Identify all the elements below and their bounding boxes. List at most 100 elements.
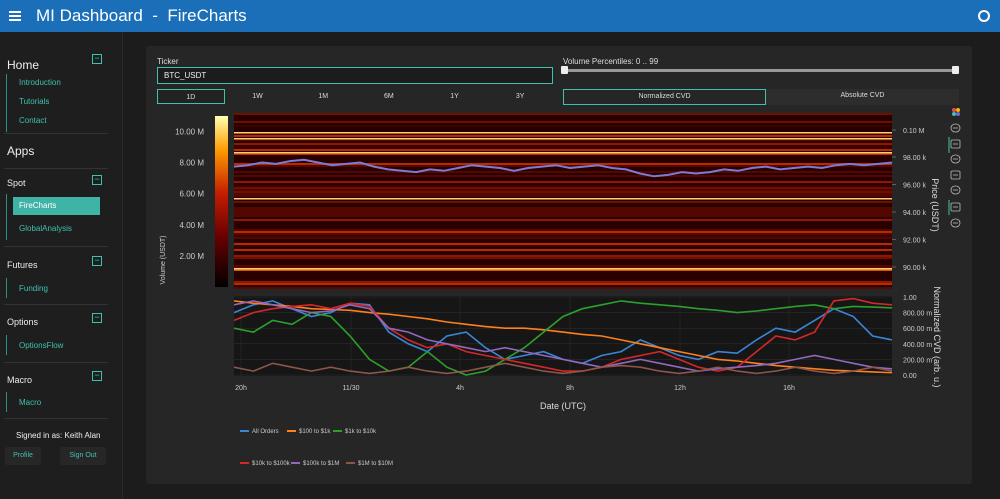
menu-icon[interactable] bbox=[9, 11, 21, 21]
timeframe-3y[interactable]: 3Y bbox=[515, 93, 525, 100]
sidebar: Home − Introduction Tutorials Contact Ap… bbox=[0, 32, 123, 499]
collapse-futures-button[interactable]: − bbox=[92, 256, 102, 266]
price-tick-label: 94.00 k bbox=[903, 210, 926, 217]
absolute-cvd-button[interactable]: Absolute CVD bbox=[766, 89, 959, 105]
legend-label: All Orders bbox=[252, 429, 279, 435]
legend-item[interactable]: $1M to $10M bbox=[346, 461, 393, 467]
sign-out-button[interactable]: Sign Out bbox=[60, 447, 106, 465]
heatmap-band bbox=[234, 211, 892, 213]
cvd-series-line-5 bbox=[234, 362, 892, 375]
pan-icon[interactable] bbox=[950, 123, 961, 133]
heatmap-band bbox=[234, 175, 892, 177]
nav-tutorials[interactable]: Tutorials bbox=[19, 97, 50, 106]
collapse-spot-button[interactable]: − bbox=[92, 175, 102, 185]
x-tick-label: 16h bbox=[783, 385, 795, 392]
legend-item[interactable]: $1k to $10k bbox=[333, 429, 377, 435]
collapse-macro-button[interactable]: − bbox=[92, 371, 102, 381]
section-spot-title: Spot bbox=[7, 178, 26, 188]
user-circle-icon[interactable] bbox=[978, 10, 990, 22]
nav-macro[interactable]: Macro bbox=[19, 398, 42, 407]
x-tick-label: 11/30 bbox=[343, 385, 360, 392]
colorbar-label: Volume (USDT) bbox=[160, 235, 167, 284]
heatmap-band bbox=[234, 183, 892, 185]
camera-icon[interactable] bbox=[950, 185, 961, 195]
modebar-glyph bbox=[950, 218, 961, 228]
heatmap-band bbox=[234, 271, 892, 273]
futures-links: Funding bbox=[6, 278, 48, 298]
heatmap-band bbox=[234, 191, 892, 193]
heatmap-band bbox=[234, 217, 892, 219]
price-tick-label: 90.00 k bbox=[903, 265, 926, 272]
box-select-icon[interactable] bbox=[950, 154, 961, 164]
reset-icon[interactable] bbox=[950, 218, 961, 228]
plotly-logo-icon[interactable] bbox=[952, 108, 960, 116]
hover-icon[interactable] bbox=[950, 202, 961, 212]
nav-optionsflow[interactable]: OptionsFlow bbox=[19, 341, 64, 350]
heatmap-band bbox=[234, 263, 892, 265]
divider bbox=[4, 133, 108, 134]
ticker-input[interactable]: BTC_USDT bbox=[157, 67, 553, 84]
timeframe-6m[interactable]: 6M bbox=[383, 93, 394, 100]
price-tick-label: 0.10 M bbox=[903, 128, 925, 135]
heatmap-band bbox=[234, 155, 892, 157]
heatmap-band bbox=[234, 259, 892, 261]
heatmap-band bbox=[234, 117, 892, 119]
heatmap-band bbox=[234, 139, 892, 141]
cvd-series-line-3 bbox=[234, 297, 892, 372]
modebar-glyph bbox=[950, 139, 961, 149]
cvd-tick-label: 800.00 m bbox=[903, 311, 932, 318]
heatmap-band bbox=[234, 265, 892, 267]
price-tick-label: 98.00 k bbox=[903, 155, 926, 162]
modebar-glyph bbox=[950, 123, 961, 133]
legend-item[interactable]: $10k to $100k bbox=[240, 461, 291, 467]
signed-in-text: Signed in as: Keith Alan bbox=[16, 431, 101, 440]
x-tick-label: 12h bbox=[674, 385, 686, 392]
profile-button[interactable]: Profile bbox=[5, 447, 41, 465]
timeframe-1y[interactable]: 1Y bbox=[450, 93, 459, 100]
heatmap-band bbox=[234, 187, 892, 189]
heatmap-band bbox=[234, 159, 892, 161]
zoom-icon[interactable] bbox=[950, 139, 961, 149]
heatmap-liquidity-level bbox=[234, 268, 892, 270]
collapse-home-button[interactable]: − bbox=[92, 54, 102, 64]
legend-item[interactable]: $100k to $1M bbox=[291, 461, 339, 467]
normalized-cvd-button[interactable]: Normalized CVD bbox=[563, 89, 766, 105]
autoscale-icon[interactable] bbox=[950, 170, 961, 180]
legend-label: $100 to $1k bbox=[299, 429, 331, 435]
heatmap-band bbox=[234, 251, 892, 253]
legend-item[interactable]: All Orders bbox=[240, 429, 279, 435]
heatmap-band bbox=[234, 221, 892, 223]
divider bbox=[4, 304, 108, 305]
heatmap-band bbox=[234, 281, 892, 283]
collapse-options-button[interactable]: − bbox=[92, 313, 102, 323]
heatmap-band bbox=[234, 129, 892, 131]
legend-item[interactable]: $100 to $1k bbox=[287, 429, 331, 435]
percentile-slider-track[interactable] bbox=[565, 69, 956, 72]
cvd-axis-label: Normalized CVD (arb. u.) bbox=[932, 286, 942, 387]
nav-introduction[interactable]: Introduction bbox=[19, 78, 61, 87]
nav-contact[interactable]: Contact bbox=[19, 116, 47, 125]
heatmap-band bbox=[234, 243, 892, 245]
heatmap-band bbox=[234, 225, 892, 227]
percentile-slider-min-handle[interactable] bbox=[561, 66, 568, 74]
price-tick-label: 96.00 k bbox=[903, 183, 926, 190]
nav-globalanalysis[interactable]: GlobalAnalysis bbox=[19, 224, 72, 233]
heatmap-band bbox=[234, 157, 892, 159]
macro-links: Macro bbox=[6, 392, 41, 412]
heatmap-band bbox=[234, 123, 892, 125]
nav-firecharts[interactable]: FireCharts bbox=[13, 197, 100, 215]
cvd-series-line-2 bbox=[234, 300, 892, 376]
percentile-slider-max-handle[interactable] bbox=[952, 66, 959, 74]
timeframe-1d[interactable]: 1D bbox=[157, 89, 225, 104]
nav-funding[interactable]: Funding bbox=[19, 284, 48, 293]
plotly-logo-dot bbox=[952, 112, 956, 116]
heatmap-band bbox=[234, 119, 892, 121]
timeframe-1m[interactable]: 1M bbox=[318, 93, 329, 100]
timeframe-1w[interactable]: 1W bbox=[252, 93, 263, 100]
heatmap-band bbox=[234, 171, 892, 173]
heatmap-band bbox=[234, 121, 892, 123]
heatmap-band bbox=[234, 179, 892, 181]
volume-percentile-label: Volume Percentiles: 0 .. 99 bbox=[563, 57, 659, 66]
section-options-title: Options bbox=[7, 317, 39, 327]
